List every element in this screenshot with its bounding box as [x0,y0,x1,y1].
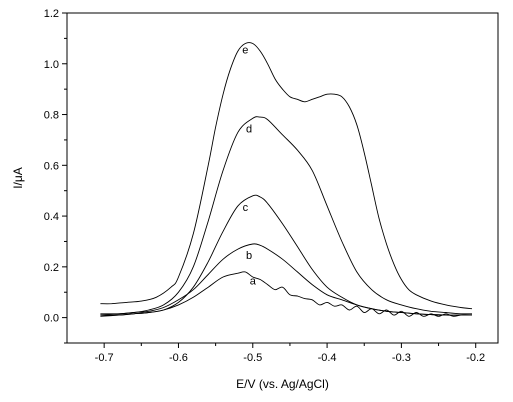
y-tick-label: 0.0 [44,313,59,325]
y-axis: 0.0 0.2 0.4 0.6 0.8 1.0 1.2 [44,8,67,344]
curve-c [100,194,472,317]
curve-label-d: d [246,123,252,135]
y-tick-label: 0.4 [44,211,59,223]
x-tick-label: -0.5 [243,352,262,364]
x-axis-title: E/V (vs. Ag/AgCl) [236,377,329,391]
curve-label-b: b [246,250,252,262]
curve-label-e: e [242,45,248,57]
x-tick-label: -0.4 [318,352,337,364]
curve-b [100,243,472,316]
x-tick-label: -0.3 [392,352,411,364]
curve-label-c: c [243,202,249,214]
y-tick-label: 1.2 [44,8,59,20]
y-tick-label: 0.2 [44,262,59,274]
y-tick-label: 0.6 [44,160,59,172]
y-tick-label: 1.0 [44,59,59,71]
curves [100,42,473,317]
x-tick-label: -0.7 [95,352,114,364]
plot-frame [66,12,499,344]
x-tick-label: -0.6 [169,352,188,364]
curve-labels: a b c d e [242,45,256,288]
plot-border [66,12,499,344]
y-tick-label: 0.8 [44,110,59,122]
x-axis: -0.7 -0.6 -0.5 -0.4 -0.3 -0.2 [95,343,485,364]
curve-d [100,116,473,316]
x-tick-label: -0.2 [466,352,485,364]
curve-label-a: a [250,276,257,288]
curve-a [100,271,473,317]
y-axis-title: I/μA [11,167,25,189]
curve-e [100,42,473,310]
